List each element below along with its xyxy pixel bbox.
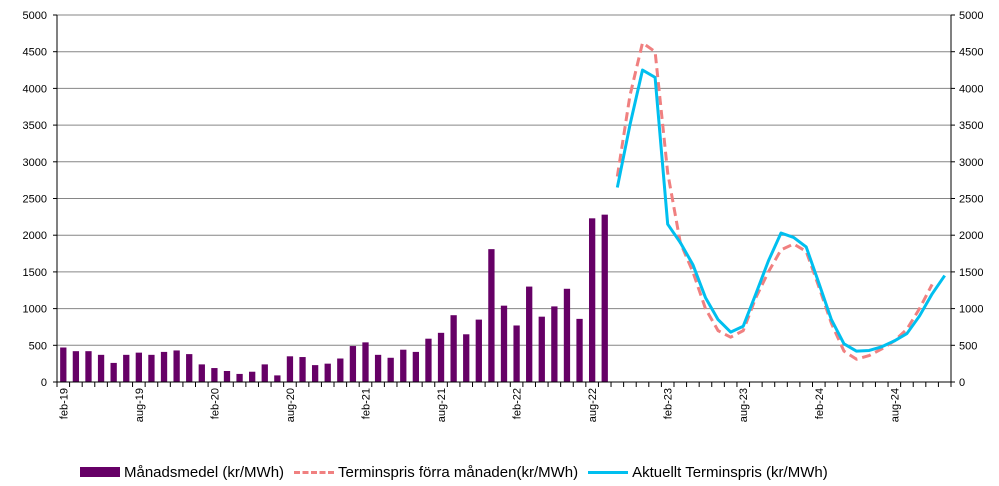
x-tick-label: feb-20 bbox=[209, 388, 221, 419]
legend-swatch-solid bbox=[588, 470, 629, 474]
x-tick-label: feb-19 bbox=[58, 388, 70, 419]
bar bbox=[387, 357, 394, 382]
y-tick-label-left: 3500 bbox=[23, 120, 47, 132]
bar bbox=[135, 352, 142, 382]
gridlines bbox=[57, 14, 951, 346]
legend-item-bars: Månadsmedel (kr/MWh) bbox=[80, 464, 284, 481]
y-tick-label-right: 500 bbox=[959, 340, 977, 352]
legend-label-solid: Aktuellt Terminspris (kr/MWh) bbox=[632, 463, 828, 481]
y-tick-label-right: 3500 bbox=[959, 120, 983, 132]
bar bbox=[211, 368, 218, 382]
x-tick-label: feb-22 bbox=[512, 388, 524, 419]
bar bbox=[450, 315, 457, 382]
bar bbox=[72, 351, 80, 382]
line-series bbox=[615, 41, 946, 361]
bar bbox=[576, 318, 583, 382]
bar bbox=[160, 351, 168, 382]
y-tick-label-left: 2000 bbox=[23, 230, 47, 242]
bar bbox=[538, 316, 545, 382]
y-tick-label-right: 3000 bbox=[959, 157, 983, 169]
y-tick-label-left: 4000 bbox=[23, 83, 47, 95]
bar bbox=[60, 347, 67, 382]
bar bbox=[526, 286, 533, 382]
y-axis-right: 0 500 1000 1500 2000 2500 3000 3500 4000 4500 5000 bbox=[959, 10, 983, 389]
bar bbox=[412, 351, 420, 382]
bar bbox=[311, 365, 319, 382]
legend-label-bars: Månadsmedel (kr/MWh) bbox=[124, 463, 285, 481]
x-tick-label: feb-21 bbox=[360, 388, 372, 419]
legend-swatch-bars bbox=[80, 467, 120, 477]
chart: 0500100015002000250030003500400045005000… bbox=[23, 10, 984, 422]
line-series-dashed bbox=[615, 41, 934, 361]
bar bbox=[563, 288, 571, 382]
legend: Månadsmedel (kr/MWh) Terminspris förra m… bbox=[80, 462, 980, 482]
x-tick-label: feb-23 bbox=[663, 388, 675, 419]
bar bbox=[236, 373, 243, 382]
bar bbox=[463, 334, 470, 382]
legend-item-dashed: Terminspris förra månaden(kr/MWh) bbox=[294, 464, 578, 481]
legend-label-dashed: Terminspris förra månaden(kr/MWh) bbox=[338, 463, 579, 481]
bar bbox=[374, 354, 382, 382]
y-axis-left: 0 500 1000 1500 2000 2500 3000 3500 4000 4500 5000 bbox=[23, 10, 47, 389]
y-tick-label-right: 5000 bbox=[959, 10, 983, 22]
x-tick-label: aug-24 bbox=[889, 388, 901, 422]
bar bbox=[551, 306, 558, 382]
y-tick-label-right: 2500 bbox=[959, 194, 983, 206]
x-tick-label: aug-19 bbox=[134, 388, 146, 422]
y-tick-label-right: 1500 bbox=[959, 267, 983, 279]
bar bbox=[400, 349, 407, 382]
x-tick-label: aug-21 bbox=[436, 388, 448, 422]
bar-series bbox=[60, 214, 608, 382]
y-tick-label-left: 5000 bbox=[23, 10, 47, 22]
bar bbox=[588, 218, 596, 382]
bar bbox=[110, 362, 117, 382]
x-tick-label: aug-20 bbox=[285, 388, 297, 422]
bar bbox=[274, 375, 281, 382]
y-tick-label-left: 1500 bbox=[23, 267, 47, 279]
bar bbox=[488, 249, 495, 382]
bar bbox=[362, 342, 369, 382]
bar bbox=[475, 319, 482, 382]
bar bbox=[349, 346, 357, 382]
bar bbox=[500, 305, 508, 382]
bar bbox=[85, 351, 92, 382]
y-tick-label-left: 500 bbox=[29, 340, 47, 352]
bar bbox=[97, 354, 105, 382]
y-tick-label-right: 4500 bbox=[959, 47, 983, 59]
x-tick-label: aug-22 bbox=[587, 388, 599, 422]
bar bbox=[601, 214, 608, 382]
y-tick-label-left: 1000 bbox=[23, 304, 47, 316]
bar bbox=[186, 354, 193, 382]
bar bbox=[513, 325, 520, 382]
bar bbox=[337, 358, 344, 382]
bar bbox=[249, 371, 256, 382]
x-tick-label: feb-24 bbox=[814, 388, 826, 419]
bar bbox=[299, 357, 306, 382]
y-tick-label-left: 2500 bbox=[23, 194, 47, 206]
bar bbox=[324, 363, 331, 382]
bar bbox=[148, 354, 155, 382]
y-tick-label-left: 0 bbox=[41, 377, 47, 389]
legend-swatch-dashed bbox=[294, 470, 335, 474]
y-tick-label-right: 4000 bbox=[959, 83, 983, 95]
y-tick-label-right: 2000 bbox=[959, 230, 983, 242]
y-tick-label-right: 1000 bbox=[959, 304, 983, 316]
bar bbox=[173, 350, 180, 382]
axes bbox=[53, 14, 955, 387]
bar bbox=[425, 338, 432, 382]
y-tick-label-left: 4500 bbox=[23, 47, 47, 59]
bar bbox=[198, 364, 205, 382]
bar bbox=[223, 370, 231, 382]
bar bbox=[437, 332, 445, 382]
line-series-solid bbox=[615, 68, 946, 353]
legend-item-solid: Aktuellt Terminspris (kr/MWh) bbox=[588, 464, 828, 481]
bar bbox=[123, 354, 130, 382]
y-tick-label-right: 0 bbox=[959, 377, 965, 389]
bar bbox=[261, 364, 268, 382]
x-axis: feb-19 aug-19 feb-20 aug-20 feb-21 aug-21 feb-… bbox=[58, 388, 901, 422]
x-tick-label: aug-23 bbox=[738, 388, 750, 422]
y-tick-label-left: 3000 bbox=[23, 157, 47, 169]
bar bbox=[286, 356, 294, 382]
